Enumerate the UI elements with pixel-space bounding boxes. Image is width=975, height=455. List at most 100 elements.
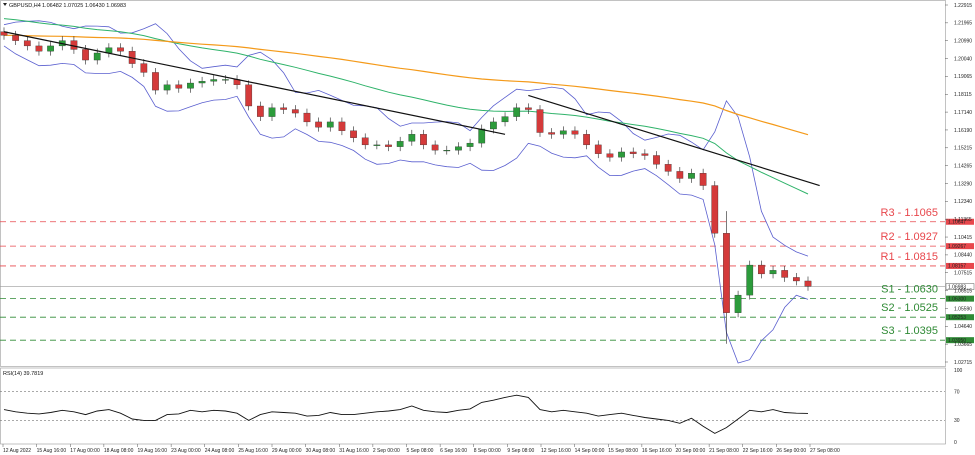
y-tick-label: 1.21965 xyxy=(954,21,972,27)
candle-body xyxy=(315,121,322,128)
moving-average-slow xyxy=(3,34,809,136)
candle-body xyxy=(536,109,544,133)
trendline-1[interactable] xyxy=(3,31,506,135)
candle-body xyxy=(746,264,754,296)
level-price-tag-text: 1.08157 xyxy=(948,264,966,270)
candle-body xyxy=(618,151,625,158)
level-label: R3 - 1.1065 xyxy=(881,207,938,219)
collapse-arrow-icon[interactable] xyxy=(3,3,7,6)
candle-body xyxy=(268,107,276,117)
ohlc-values: 1.06482 1.07025 1.06430 1.06983 xyxy=(42,3,126,9)
y-tick-label: 1.08440 xyxy=(954,253,972,259)
candle-body xyxy=(455,146,462,151)
candle-body xyxy=(326,121,334,128)
candle-body xyxy=(82,49,89,61)
candle-body xyxy=(653,155,660,165)
rsi-y-tick-label: 0 xyxy=(954,440,957,446)
level-label: R1 - 1.0815 xyxy=(881,251,938,263)
candle-body xyxy=(583,134,590,146)
candle-body xyxy=(466,142,474,147)
level-price-tag-text: 1.09267 xyxy=(948,244,966,250)
level-price-tag-text: 1.05253 xyxy=(948,315,966,321)
candle-body xyxy=(699,173,707,186)
candle-body xyxy=(117,47,124,52)
candle-body xyxy=(35,45,43,52)
candle-body xyxy=(303,112,311,123)
y-tick-label: 1.02715 xyxy=(954,360,972,366)
x-tick-label: 23 Aug 00:00 xyxy=(171,448,201,454)
y-tick-label: 1.22915 xyxy=(954,3,972,9)
x-tick-label: 26 Sep 00:00 xyxy=(776,448,806,454)
candle-body xyxy=(478,128,486,144)
level-price-tag xyxy=(946,337,974,344)
level-price-tag-text: 1.06300 xyxy=(948,296,966,302)
candle-body xyxy=(792,277,800,282)
y-tick-label: 1.11365 xyxy=(954,217,972,223)
candle-body xyxy=(408,134,416,142)
level-label: S1 - 1.0630 xyxy=(881,284,938,296)
y-tick-label: 1.06515 xyxy=(954,288,972,294)
candle-body xyxy=(361,137,369,146)
y-tick-label: 1.15215 xyxy=(954,146,972,152)
y-tick-label: 1.03665 xyxy=(954,342,972,348)
y-tick-label: 1.20040 xyxy=(954,56,972,62)
x-tick-label: 27 Sep 08:00 xyxy=(810,448,840,454)
last-price-tag xyxy=(945,283,975,290)
candle-body xyxy=(606,153,614,158)
candle-body xyxy=(688,173,695,179)
candle-body xyxy=(548,132,556,135)
rsi-y-tick-label: 70 xyxy=(954,389,960,395)
candle-body xyxy=(256,105,264,117)
candle-body xyxy=(723,233,730,313)
candle-body xyxy=(291,109,299,114)
trendline-2[interactable] xyxy=(528,94,820,187)
x-tick-label: 6 Sep 16:00 xyxy=(440,448,467,454)
candle-body xyxy=(198,81,206,84)
x-tick-label: 15 Aug 16:00 xyxy=(37,448,67,454)
x-tick-label: 18 Aug 08:00 xyxy=(104,448,134,454)
candle-body xyxy=(804,280,812,287)
candle-body xyxy=(641,153,649,156)
x-tick-label: 5 Sep 08:00 xyxy=(407,448,434,454)
x-tick-label: 12 Sep 16:00 xyxy=(541,448,571,454)
candle-body xyxy=(245,84,253,107)
candle-body xyxy=(559,130,567,135)
level-price-tag xyxy=(946,262,974,269)
candle-body xyxy=(501,116,509,123)
x-tick-label: 12 Aug 2022 xyxy=(3,448,31,454)
candle-body xyxy=(758,264,765,275)
y-tick-label: 1.17140 xyxy=(954,110,972,116)
candle-body xyxy=(769,270,777,275)
level-price-tag-text: 1.10647 xyxy=(948,220,966,226)
x-tick-label: 17 Aug 00:00 xyxy=(70,448,100,454)
x-tick-label: 20 Sep 00:00 xyxy=(676,448,706,454)
candle-body xyxy=(152,72,159,91)
candle-body xyxy=(93,52,101,61)
candle-body xyxy=(373,144,381,146)
x-tick-label: 8 Sep 00:00 xyxy=(474,448,501,454)
candle-body xyxy=(676,171,684,179)
x-tick-label: 15 Sep 08:00 xyxy=(608,448,638,454)
candle-body xyxy=(163,84,171,91)
x-tick-label: 25 Aug 16:00 xyxy=(238,448,268,454)
rsi-y-tick-label: 100 xyxy=(954,368,963,374)
x-tick-label: 31 Aug 16:00 xyxy=(339,448,369,454)
x-tick-label: 22 Sep 16:00 xyxy=(743,448,773,454)
candle-body xyxy=(140,63,148,73)
rsi-title: RSI(14) 39.7819 xyxy=(3,371,43,377)
level-price-tag xyxy=(946,218,974,225)
x-tick-label: 14 Sep 00:00 xyxy=(575,448,605,454)
x-tick-label: 30 Aug 08:00 xyxy=(306,448,336,454)
candle-body xyxy=(210,79,218,82)
x-tick-label: 2 Sep 00:00 xyxy=(373,448,400,454)
candle-body xyxy=(431,144,439,151)
y-tick-label: 1.10415 xyxy=(954,235,972,241)
candle-body xyxy=(338,121,346,131)
x-tick-label: 24 Aug 08:00 xyxy=(205,448,235,454)
y-tick-label: 1.12340 xyxy=(954,199,972,205)
candle-body xyxy=(385,144,392,147)
x-tick-label: 16 Sep 16:00 xyxy=(642,448,672,454)
candle-body xyxy=(781,270,789,278)
y-tick-label: 1.04640 xyxy=(954,324,972,330)
